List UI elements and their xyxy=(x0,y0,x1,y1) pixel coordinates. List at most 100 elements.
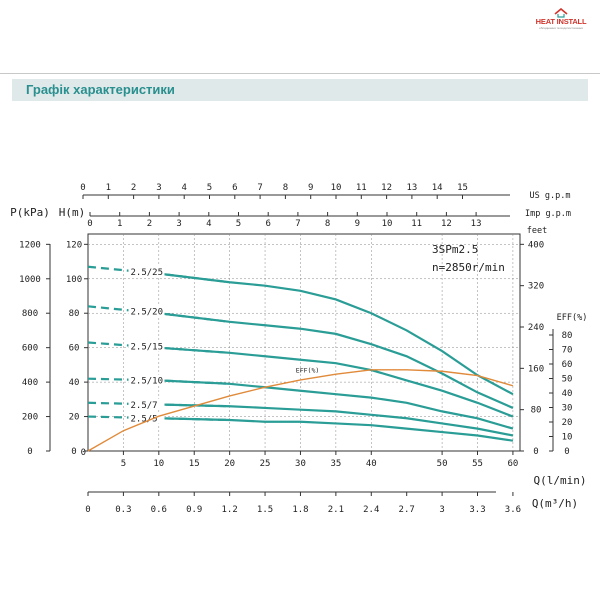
curve-label-bg-4 xyxy=(128,398,165,410)
imp-gpm-tick-label-2: 2 xyxy=(147,219,152,229)
x-lmin-tick-label-3: 20 xyxy=(224,459,235,469)
imp-gpm-tick-label-0: 0 xyxy=(87,219,92,229)
h-tick-label-6: 120 xyxy=(66,240,82,250)
p-tick-label-0: 0 xyxy=(27,447,32,457)
x-lmin-tick-label-5: 30 xyxy=(295,459,306,469)
feet-label: feet xyxy=(527,226,547,236)
x-m3h-tick-label-10: 3 xyxy=(439,505,444,515)
curve-label-1: 2.5/20 xyxy=(130,307,163,317)
us-gpm-tick-label-1: 1 xyxy=(106,183,111,193)
x-origin-label: 0 xyxy=(81,448,86,458)
imp-gpm-tick-label-7: 7 xyxy=(295,219,300,229)
x-lmin-tick-label-6: 35 xyxy=(330,459,341,469)
eff-tick-label-4: 40 xyxy=(562,389,573,399)
us-gpm-tick-label-15: 15 xyxy=(457,183,468,193)
imp-gpm-tick-label-8: 8 xyxy=(325,219,330,229)
p-tick-label-1: 200 xyxy=(22,413,38,423)
h-tick-label-4: 80 xyxy=(69,309,80,319)
curve-label-bg-2 xyxy=(128,340,165,352)
x-m3h-tick-label-2: 0.6 xyxy=(151,505,167,515)
x-m3h-tick-label-7: 2.1 xyxy=(328,505,344,515)
us-gpm-tick-label-2: 2 xyxy=(131,183,136,193)
curve-label-5: 2.5/5 xyxy=(130,415,157,425)
efficiency-curve xyxy=(87,369,514,452)
curve-5 xyxy=(158,417,514,442)
efficiency-curve-label: EFF(%) xyxy=(296,367,319,375)
eff-tick-label-1: 10 xyxy=(562,433,573,443)
feet-tick-label-2: 160 xyxy=(528,364,544,374)
x-lmin-tick-label-0: 5 xyxy=(121,459,126,469)
us-gpm-tick-label-10: 10 xyxy=(331,183,342,193)
x-m3h-tick-label-0: 0 xyxy=(85,505,90,515)
h-tick-label-1: 20 xyxy=(69,413,80,423)
feet-tick-label-1: 80 xyxy=(531,406,542,416)
imp-gpm-tick-label-10: 10 xyxy=(382,219,393,229)
x-lmin-tick-label-1: 10 xyxy=(153,459,164,469)
section-title: Графік характеристики xyxy=(26,82,175,97)
x-m3h-tick-label-3: 0.9 xyxy=(186,505,202,515)
p-tick-label-4: 800 xyxy=(22,309,38,319)
imp-gpm-tick-label-11: 11 xyxy=(411,219,422,229)
eff-tick-label-3: 30 xyxy=(562,404,573,414)
p-tick-label-3: 600 xyxy=(22,344,38,354)
feet-tick-label-5: 400 xyxy=(528,240,544,250)
x-m3h-label: Q(m³/h) xyxy=(532,497,578,510)
us-gpm-tick-label-6: 6 xyxy=(232,183,237,193)
x-m3h-tick-label-6: 1.8 xyxy=(292,505,308,515)
us-gpm-tick-label-9: 9 xyxy=(308,183,313,193)
imp-gpm-tick-label-1: 1 xyxy=(117,219,122,229)
us-gpm-tick-label-12: 12 xyxy=(381,183,392,193)
eff-axis-label: EFF(%) xyxy=(557,313,588,323)
x-lmin-tick-label-2: 15 xyxy=(189,459,200,469)
x-m3h-tick-label-9: 2.7 xyxy=(399,505,415,515)
curve-label-0: 2.5/25 xyxy=(130,268,163,278)
us-gpm-label: US g.p.m xyxy=(530,191,571,201)
curve-0 xyxy=(158,272,514,396)
imp-gpm-tick-label-4: 4 xyxy=(206,219,211,229)
eff-tick-label-6: 60 xyxy=(562,360,573,370)
us-gpm-tick-label-7: 7 xyxy=(257,183,262,193)
imp-gpm-tick-label-6: 6 xyxy=(265,219,270,229)
x-lmin-tick-label-9: 55 xyxy=(472,459,483,469)
curve-2 xyxy=(158,346,514,418)
curve-label-bg-5 xyxy=(128,412,165,424)
curve-label-bg-1 xyxy=(128,305,165,317)
house-icon xyxy=(554,8,568,18)
curve-3 xyxy=(158,379,514,430)
us-gpm-tick-label-5: 5 xyxy=(207,183,212,193)
header-divider xyxy=(0,73,600,74)
us-gpm-tick-label-0: 0 xyxy=(80,183,85,193)
h-tick-label-3: 60 xyxy=(69,344,80,354)
p-tick-label-5: 1000 xyxy=(19,275,41,285)
p-tick-label-6: 1200 xyxy=(19,240,41,250)
curve-label-bg-3 xyxy=(128,374,165,386)
x-m3h-tick-label-5: 1.5 xyxy=(257,505,273,515)
curve-label-4: 2.5/7 xyxy=(130,401,157,411)
eff-tick-label-0: 0 xyxy=(564,447,569,457)
x-m3h-tick-label-11: 3.3 xyxy=(469,505,485,515)
imp-gpm-tick-label-5: 5 xyxy=(236,219,241,229)
eff-tick-label-2: 20 xyxy=(562,418,573,428)
h-tick-label-2: 40 xyxy=(69,378,80,388)
h-tick-label-0: 0 xyxy=(71,447,76,457)
x-m3h-tick-label-1: 0.3 xyxy=(115,505,131,515)
x-m3h-tick-label-12: 3.6 xyxy=(505,505,521,515)
imp-gpm-label: Imp g.p.m xyxy=(525,209,571,219)
pump-performance-chart: P(kPa) H(m)020406080100120020040060080010… xyxy=(10,183,588,515)
brand-name: HEAT INSTALL xyxy=(535,17,587,26)
x-m3h-tick-label-4: 1.2 xyxy=(222,505,238,515)
us-gpm-tick-label-11: 11 xyxy=(356,183,367,193)
feet-tick-label-4: 320 xyxy=(528,282,544,292)
curve-label-bg-0 xyxy=(128,265,165,277)
imp-gpm-tick-label-9: 9 xyxy=(355,219,360,229)
x-lmin-tick-label-10: 60 xyxy=(507,459,518,469)
section-header: Графік характеристики xyxy=(12,79,588,101)
x-lmin-tick-label-4: 25 xyxy=(260,459,271,469)
x-lmin-tick-label-7: 40 xyxy=(366,459,377,469)
speed-label: n=2850r/min xyxy=(432,261,505,274)
feet-tick-label-0: 0 xyxy=(533,447,538,457)
x-lmin-label: Q(l/min) xyxy=(534,474,587,487)
curve-label-3: 2.5/10 xyxy=(130,377,163,387)
eff-tick-label-8: 80 xyxy=(562,331,573,341)
eff-tick-label-7: 70 xyxy=(562,346,573,356)
